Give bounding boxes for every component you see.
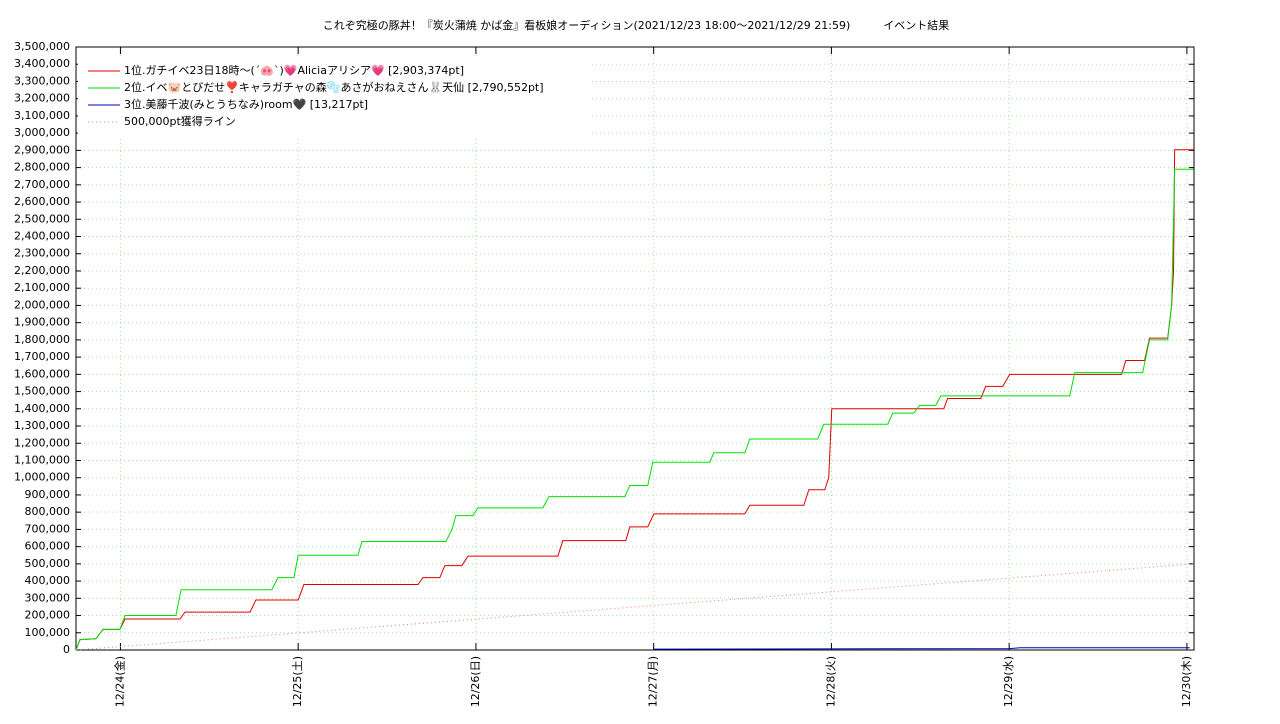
- plot-frame: [75, 46, 1195, 651]
- y-tick-label: 2,900,000: [14, 143, 70, 156]
- y-tick-label: 800,000: [25, 505, 71, 518]
- y-tick-label: 700,000: [25, 522, 71, 535]
- y-tick-label: 1,500,000: [14, 385, 70, 398]
- y-tick-label: 3,100,000: [14, 109, 70, 122]
- y-tick-label: 1,700,000: [14, 350, 70, 363]
- y-tick-label: 2,500,000: [14, 212, 70, 225]
- legend-label: 2位.イベ🐷とびだせ❣️キャラガチャの森🫧あさがおねえさん🐰天仙 [2,790,…: [124, 80, 544, 94]
- y-tick-label: 100,000: [25, 626, 71, 639]
- y-tick-label: 1,600,000: [14, 367, 70, 380]
- y-tick-label: 400,000: [25, 574, 71, 587]
- series-line: [75, 149, 1194, 651]
- legend-box: [78, 57, 590, 139]
- y-tick-label: 1,900,000: [14, 316, 70, 329]
- y-tick-label: 2,400,000: [14, 230, 70, 243]
- y-tick-label: 200,000: [25, 609, 71, 622]
- y-tick-label: 2,100,000: [14, 281, 70, 294]
- y-tick-label: 2,000,000: [14, 298, 70, 311]
- legend-label: 500,000pt獲得ライン: [124, 115, 236, 128]
- chart-title: これぞ究極の豚丼！『炭火蒲焼 かば金』看板娘オーディション(2021/12/23…: [323, 18, 950, 32]
- y-tick-label: 3,300,000: [14, 74, 70, 87]
- x-tick-label: 12/24(金): [112, 656, 126, 707]
- y-tick-label: 2,200,000: [14, 264, 70, 277]
- y-tick-label: 3,500,000: [14, 40, 70, 53]
- y-tick-label: 2,700,000: [14, 178, 70, 191]
- y-tick-label: 600,000: [25, 540, 71, 553]
- y-tick-label: 0: [63, 643, 70, 656]
- y-tick-label: 300,000: [25, 591, 71, 604]
- x-tick-label: 12/29(水): [1002, 656, 1015, 707]
- y-tick-label: 3,000,000: [14, 126, 70, 139]
- series-line: [75, 563, 1195, 651]
- y-tick-label: 1,300,000: [14, 419, 70, 432]
- y-tick-label: 900,000: [25, 488, 71, 501]
- legend-label: 3位.美藤千波(みとうちなみ)room🖤 [13,217pt]: [124, 97, 368, 111]
- x-tick-label: 12/27(月): [647, 656, 660, 707]
- y-tick-label: 1,100,000: [14, 453, 70, 466]
- series-line: [653, 647, 1190, 650]
- y-tick-label: 1,200,000: [14, 436, 70, 449]
- x-tick-label: 12/28(火): [824, 656, 837, 707]
- y-tick-label: 2,600,000: [14, 195, 70, 208]
- x-tick-label: 12/25(土): [291, 656, 304, 707]
- y-tick-label: 500,000: [25, 557, 71, 570]
- y-tick-label: 1,000,000: [14, 471, 70, 484]
- y-tick-label: 1,400,000: [14, 402, 70, 415]
- y-tick-label: 1,800,000: [14, 333, 70, 346]
- y-tick-label: 2,800,000: [14, 161, 70, 174]
- x-tick-label: 12/30(木): [1180, 656, 1193, 707]
- series-line: [75, 168, 1194, 651]
- y-tick-label: 3,400,000: [14, 57, 70, 70]
- y-tick-label: 3,200,000: [14, 92, 70, 105]
- x-tick-label: 12/26(日): [469, 656, 482, 707]
- legend-label: 1位.ガチイベ23日18時〜(ˊ🐽ˋ)💗Aliciaアリシア💗 [2,903,3…: [124, 63, 464, 77]
- y-tick-label: 2,300,000: [14, 247, 70, 260]
